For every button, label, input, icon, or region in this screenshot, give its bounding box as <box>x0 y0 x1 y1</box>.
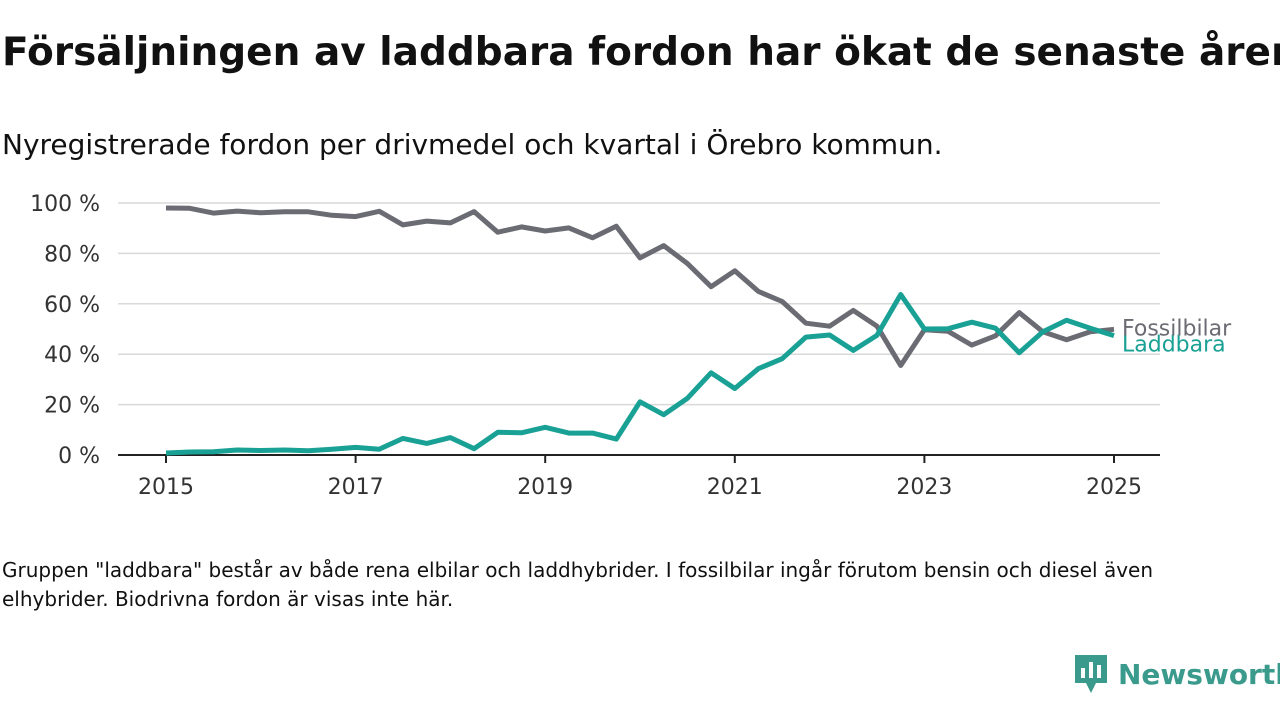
chart-subtitle: Nyregistrerade fordon per drivmedel och … <box>2 128 943 161</box>
y-tick-label: 0 % <box>58 444 100 469</box>
x-tick-label: 2025 <box>1086 475 1142 500</box>
series-line-laddbara <box>165 292 1115 456</box>
footnote: Gruppen "laddbara" består av både rena e… <box>2 558 1154 611</box>
y-tick-label: 80 % <box>44 242 100 267</box>
series-lines <box>165 205 1115 456</box>
y-axis-labels: 0 % 20 % 40 % 60 % 80 % 100 % <box>30 192 100 469</box>
series-label-laddbara: Laddbara <box>1122 333 1226 358</box>
y-tick-label: 20 % <box>44 394 100 419</box>
x-tick-label: 2015 <box>138 475 194 500</box>
series-line-fossilbilar <box>165 205 1115 368</box>
newsworthy-logo-icon <box>1075 655 1107 693</box>
series-label-fossilbilar: Fossilbilar <box>1122 316 1232 341</box>
line-chart: 0 % 20 % 40 % 60 % 80 % 100 % 2015 2017 2019 202… <box>30 192 1232 500</box>
x-tick-label: 2019 <box>517 475 573 500</box>
x-tick-label: 2023 <box>896 475 952 500</box>
newsworthy-logo: Newsworthy <box>1072 652 1280 696</box>
y-tick-label: 40 % <box>44 343 100 368</box>
logo-text: Newsworthy <box>1118 657 1280 691</box>
x-tick-label: 2021 <box>707 475 763 500</box>
gridlines <box>118 202 1160 406</box>
x-axis: 2015 2017 2019 2021 2023 2025 <box>118 454 1160 500</box>
y-tick-label: 100 % <box>30 192 100 217</box>
x-tick-label: 2017 <box>328 475 384 500</box>
chart-title: Försäljningen av laddbara fordon har öka… <box>2 30 1280 75</box>
y-tick-label: 60 % <box>44 293 100 318</box>
